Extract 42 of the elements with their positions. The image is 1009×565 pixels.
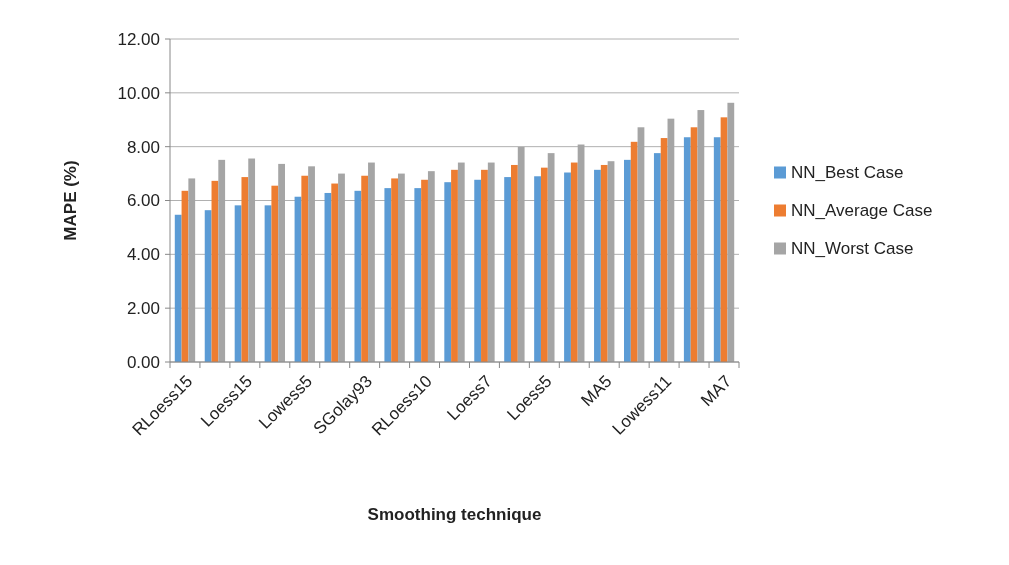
- bar: [444, 182, 452, 362]
- y-tick-label: 10.00: [117, 83, 160, 103]
- bar: [474, 179, 482, 362]
- y-tick-label: 6.00: [126, 191, 160, 211]
- bar: [241, 177, 249, 362]
- bar: [534, 176, 541, 362]
- bar: [481, 169, 488, 362]
- bar: [361, 175, 369, 362]
- bar: [683, 137, 691, 362]
- bar: [594, 169, 601, 362]
- bar: [354, 190, 362, 362]
- legend-label: NN_Worst Case: [791, 239, 914, 259]
- bar: [540, 167, 548, 362]
- bar: [653, 153, 661, 362]
- legend-label: NN_Best Case: [791, 163, 904, 183]
- y-tick-label: 12.00: [117, 29, 160, 49]
- bar: [630, 141, 638, 362]
- bar: [384, 188, 392, 362]
- bar: [600, 164, 608, 362]
- y-axis-title: MAPE (%): [60, 160, 80, 241]
- bar: [174, 214, 182, 362]
- bar: [391, 178, 398, 362]
- bar: [301, 175, 309, 362]
- bar: [421, 179, 428, 362]
- bar: [331, 183, 339, 362]
- bar: [451, 169, 458, 362]
- bar: [713, 137, 721, 362]
- bar: [624, 159, 631, 362]
- y-tick-label: 4.00: [126, 245, 160, 265]
- bar: [570, 162, 578, 362]
- bar: [511, 164, 518, 362]
- y-tick-label: 8.00: [126, 137, 160, 157]
- x-axis-title: Smoothing technique: [367, 505, 542, 524]
- legend-label: NN_Average Case: [791, 201, 933, 221]
- y-tick-label: 0.00: [126, 352, 160, 372]
- bar: [564, 172, 571, 362]
- bar: [660, 138, 668, 362]
- y-tick-label: 2.00: [126, 299, 160, 319]
- bar: [271, 185, 279, 362]
- bar: [414, 188, 422, 362]
- bar: [204, 210, 212, 362]
- bar: [504, 177, 511, 362]
